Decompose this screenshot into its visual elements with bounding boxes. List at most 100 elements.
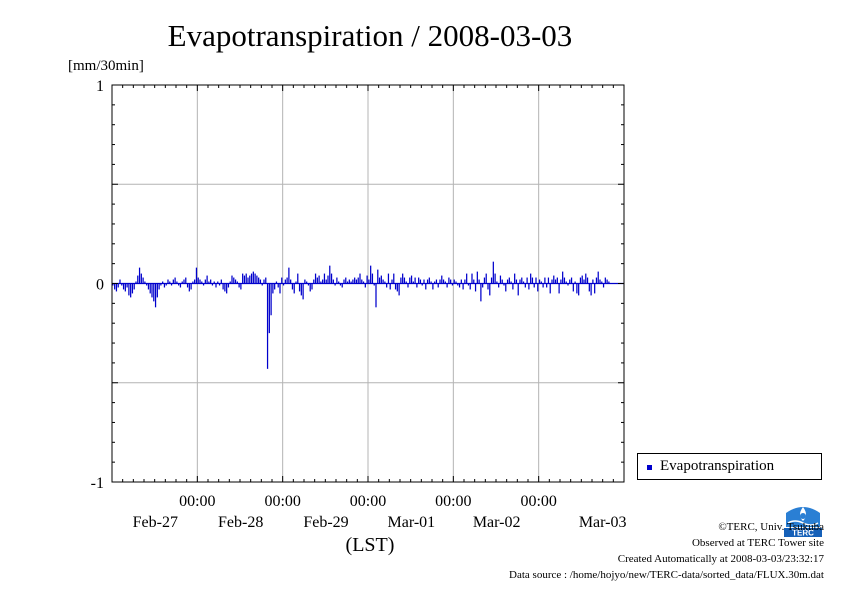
data-bar bbox=[501, 279, 503, 284]
data-bar bbox=[366, 275, 368, 284]
data-bar bbox=[298, 283, 301, 292]
data-bar bbox=[124, 283, 126, 292]
data-bar bbox=[418, 277, 420, 284]
data-bar bbox=[517, 283, 519, 296]
x-tick-date-label: Feb-27 bbox=[133, 514, 178, 531]
data-bar bbox=[378, 277, 381, 284]
data-bar bbox=[146, 283, 148, 286]
y-axis-unit-label: [mm/30min] bbox=[68, 58, 144, 74]
data-bar bbox=[277, 283, 279, 288]
data-bar bbox=[382, 279, 384, 284]
data-bar bbox=[519, 279, 521, 284]
data-bar bbox=[359, 273, 361, 284]
data-bar bbox=[485, 273, 487, 284]
data-bar bbox=[492, 261, 494, 284]
data-bar bbox=[469, 283, 471, 290]
data-bar bbox=[405, 281, 407, 284]
data-bar bbox=[208, 281, 210, 284]
data-bar bbox=[204, 279, 206, 284]
data-bar bbox=[323, 273, 326, 284]
y-tick-label: -1 bbox=[91, 475, 104, 492]
data-bar bbox=[194, 279, 196, 284]
data-bar bbox=[339, 283, 342, 286]
data-bar bbox=[210, 279, 212, 284]
data-bar bbox=[569, 279, 571, 284]
data-bar bbox=[377, 269, 379, 284]
data-bar bbox=[546, 283, 548, 288]
data-bar bbox=[544, 277, 546, 284]
data-bar bbox=[563, 277, 566, 284]
data-bar bbox=[402, 273, 404, 284]
data-bar bbox=[505, 283, 507, 292]
data-bar bbox=[119, 279, 121, 284]
data-bar bbox=[398, 283, 400, 296]
data-bar bbox=[426, 279, 429, 284]
data-source-line: Data source : /home/hojyo/new/TERC-data/… bbox=[509, 569, 824, 581]
x-tick-time-label: 00:00 bbox=[435, 493, 471, 510]
data-bar bbox=[320, 281, 322, 284]
logo-text: TERC bbox=[792, 529, 814, 538]
data-bar bbox=[442, 279, 445, 284]
data-bar bbox=[407, 283, 409, 288]
data-bar bbox=[599, 279, 601, 284]
data-bar bbox=[162, 281, 164, 284]
data-bar bbox=[522, 281, 525, 284]
data-bar bbox=[222, 283, 224, 290]
data-bar bbox=[540, 281, 542, 284]
data-bar bbox=[156, 283, 158, 298]
x-tick-date-label: Mar-01 bbox=[387, 514, 435, 531]
data-bar bbox=[428, 277, 430, 284]
y-tick-label: 0 bbox=[96, 277, 104, 294]
axis-ticks bbox=[111, 84, 625, 483]
data-bar bbox=[362, 281, 365, 284]
data-bar bbox=[560, 279, 562, 284]
data-bar bbox=[332, 279, 334, 284]
data-bar bbox=[183, 279, 185, 284]
data-bar bbox=[515, 279, 518, 284]
data-bar bbox=[432, 283, 434, 290]
data-bar bbox=[437, 283, 439, 288]
data-bar bbox=[197, 277, 199, 284]
data-bar bbox=[391, 279, 393, 284]
data-bar bbox=[364, 283, 366, 288]
data-bar bbox=[178, 283, 180, 286]
data-bar bbox=[213, 281, 215, 284]
data-bar bbox=[412, 281, 414, 284]
data-bar bbox=[556, 277, 558, 284]
data-bar bbox=[258, 277, 260, 284]
data-bar bbox=[521, 277, 523, 284]
data-bar bbox=[370, 265, 372, 284]
data-bar bbox=[334, 283, 336, 286]
data-bar bbox=[446, 283, 448, 288]
data-bar bbox=[176, 281, 178, 284]
data-bar bbox=[254, 273, 256, 284]
data-bar bbox=[279, 283, 281, 294]
data-bar bbox=[403, 277, 406, 284]
data-bar bbox=[316, 277, 318, 284]
data-bar bbox=[272, 283, 274, 294]
data-bar bbox=[286, 277, 288, 284]
data-bar bbox=[409, 277, 411, 284]
data-bar bbox=[195, 267, 198, 284]
data-bar bbox=[371, 273, 374, 284]
data-bar bbox=[247, 277, 249, 284]
data-bar bbox=[581, 275, 583, 284]
data-bar bbox=[322, 279, 324, 284]
data-bar bbox=[450, 279, 452, 284]
data-bar bbox=[130, 283, 132, 298]
data-bar bbox=[265, 277, 267, 284]
data-bar bbox=[473, 279, 475, 284]
data-bar bbox=[338, 281, 340, 284]
x-tick-time-label: 00:00 bbox=[264, 493, 300, 510]
data-bar bbox=[131, 283, 134, 294]
data-bar bbox=[341, 283, 343, 288]
data-bar bbox=[270, 283, 272, 316]
data-bar bbox=[252, 271, 254, 284]
data-bar bbox=[530, 273, 532, 284]
data-bar bbox=[188, 283, 190, 292]
data-bar bbox=[453, 279, 455, 284]
data-bar bbox=[464, 279, 466, 284]
chart-title: Evapotranspiration / 2008-03-03 bbox=[168, 18, 573, 53]
data-bar bbox=[201, 281, 203, 284]
data-bar bbox=[126, 283, 128, 288]
